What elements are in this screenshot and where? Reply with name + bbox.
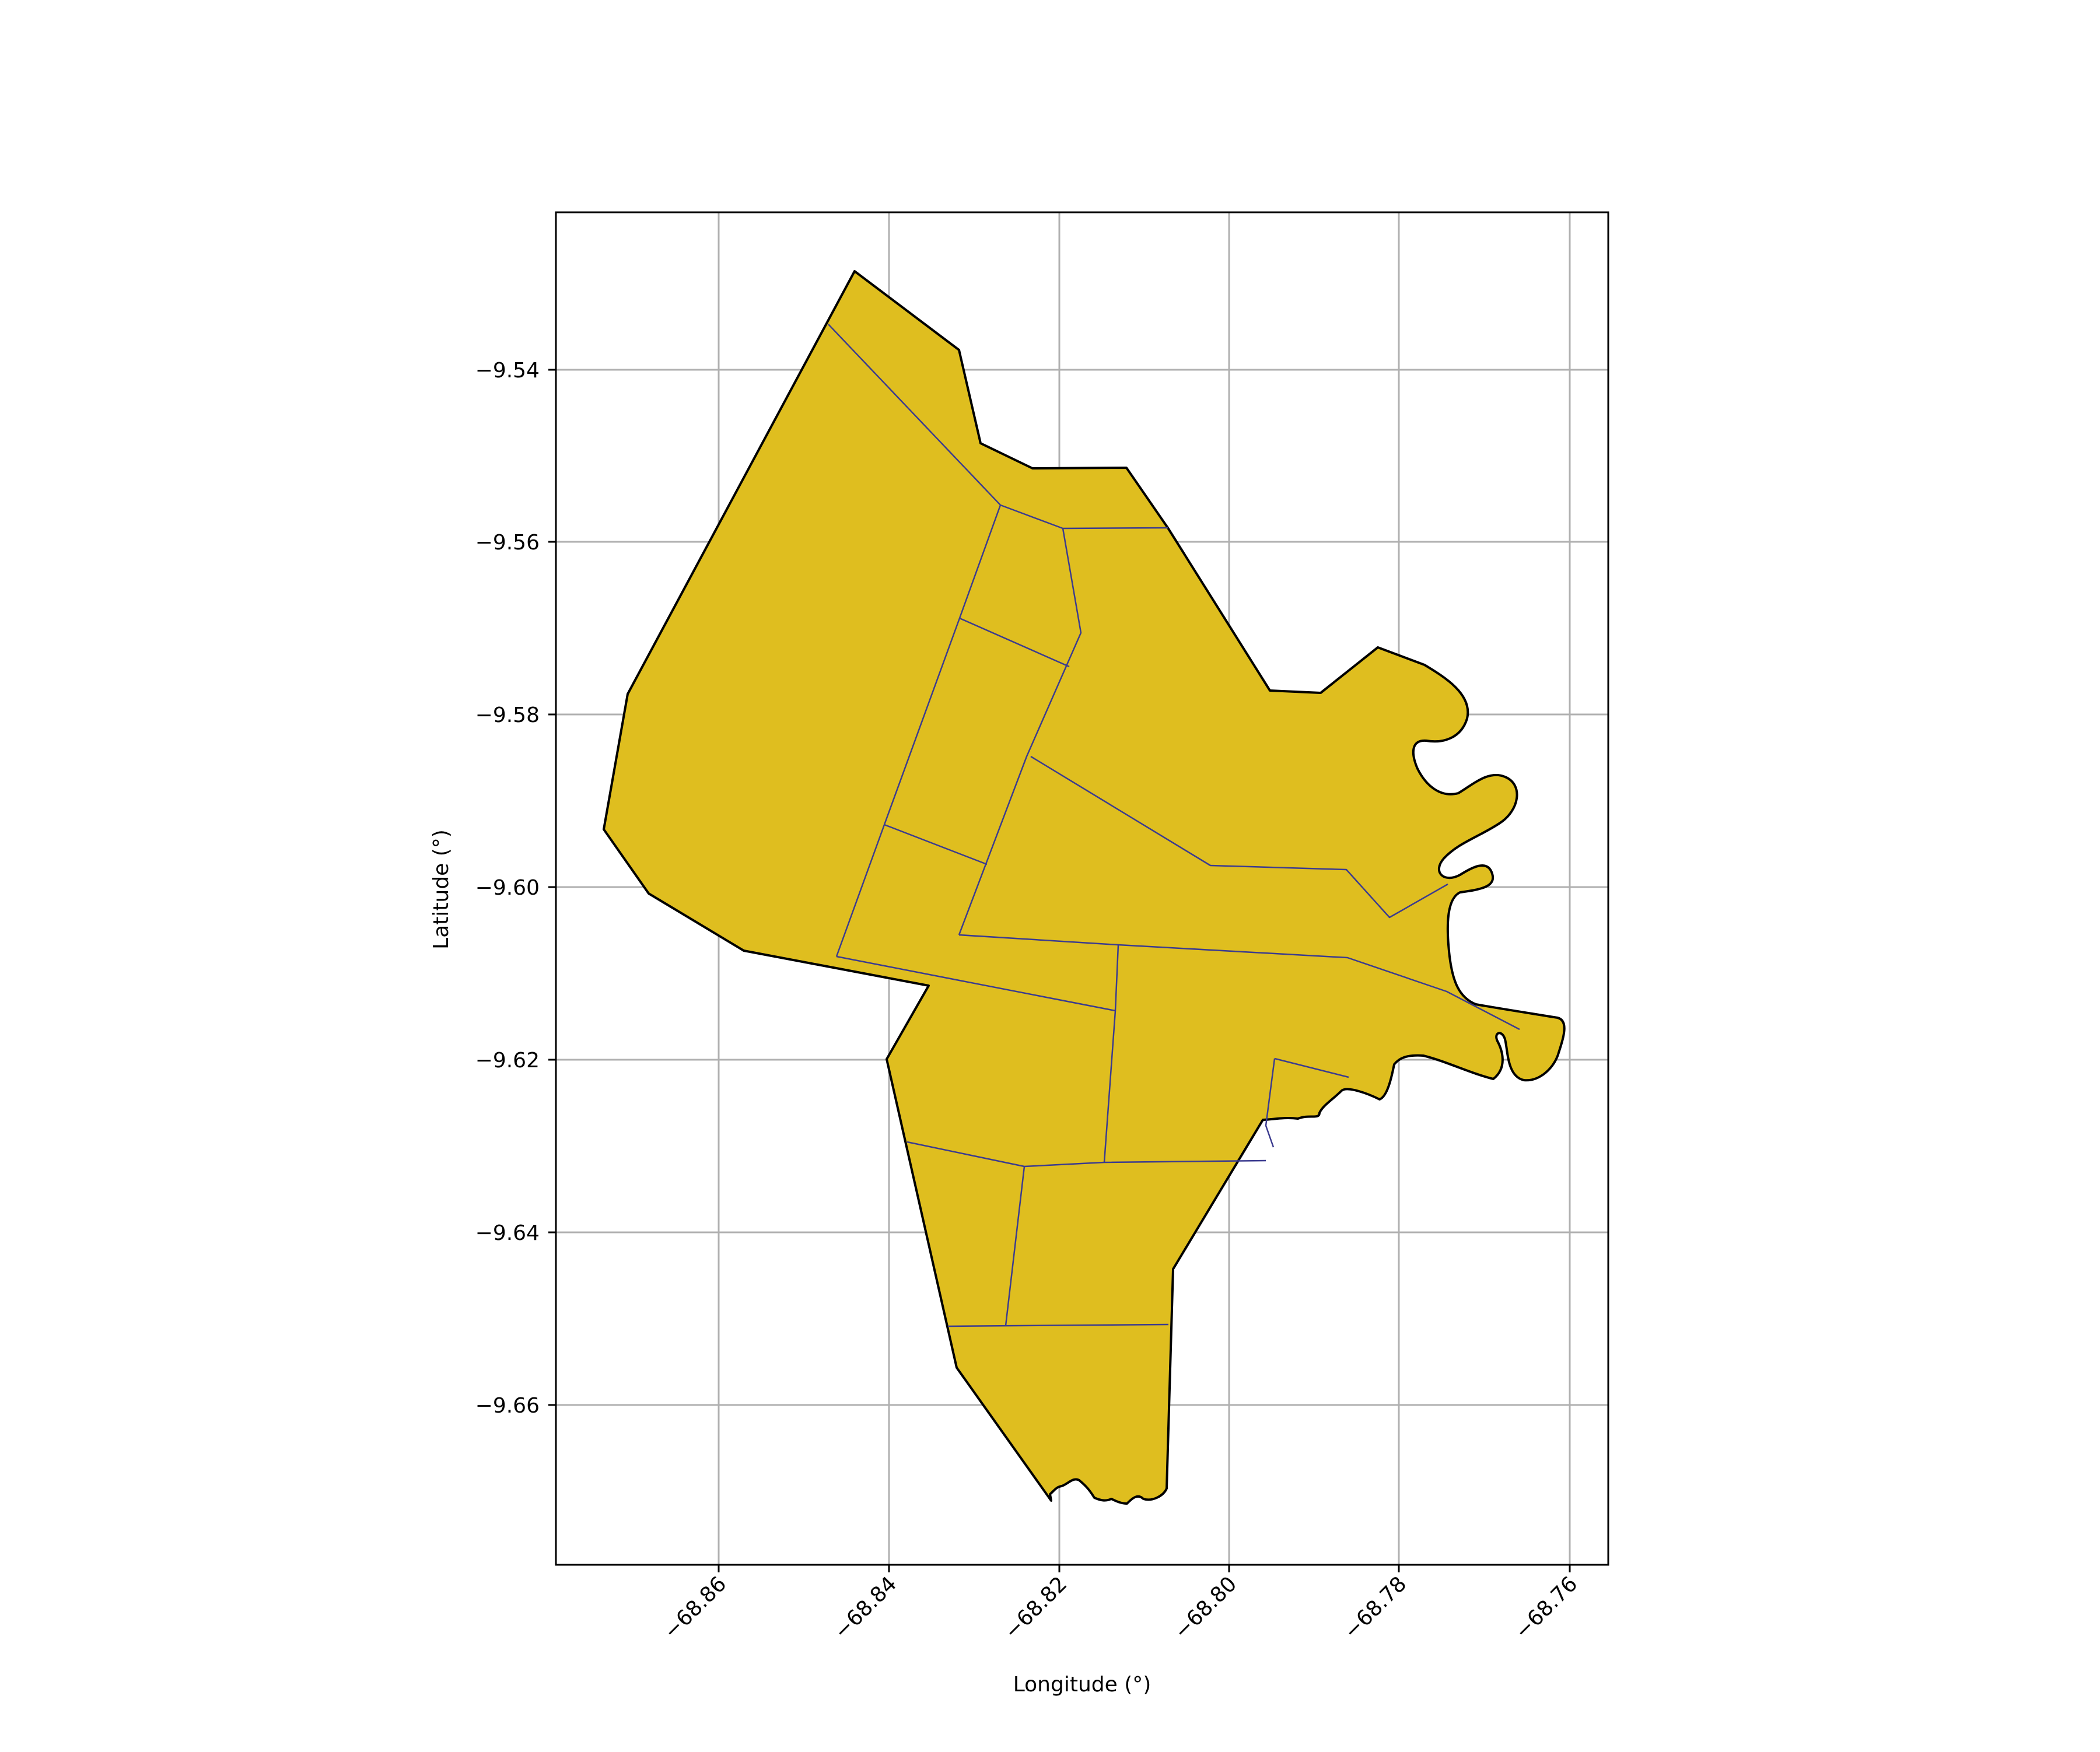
district-border-3 [958,528,1082,935]
y-tick-label: −9.64 [475,1221,540,1245]
y-tick-label: −9.62 [475,1049,540,1073]
municipality-fill [603,270,1566,1505]
y-axis-label: Latitude (°) [429,829,453,949]
axes-frame [555,211,1609,1566]
district-border-7 [958,934,1520,1031]
district-border-13 [1005,1166,1026,1326]
district-border-9 [1103,944,1119,1163]
x-tick-label: −68.80 [1170,1572,1241,1644]
x-tick-label: −68.82 [1000,1572,1072,1644]
x-tick-label: −68.76 [1510,1572,1582,1644]
municipality-region [603,270,1566,1505]
district-border-11 [1265,1058,1276,1148]
district-border-4 [959,617,1070,668]
y-tick-label: −9.60 [475,876,540,900]
x-tick-label: −68.78 [1339,1572,1411,1644]
y-tick-label: −9.66 [475,1394,540,1418]
y-tick-label: −9.58 [475,703,540,727]
district-border-14 [947,1323,1169,1327]
y-tick-label: −9.54 [475,359,540,383]
district-border-6 [1030,755,1448,919]
x-axis-label: Longitude (°) [1013,1673,1152,1697]
tick-marks [548,369,1571,1572]
district-border-5 [884,824,988,866]
x-tick-label: −68.86 [659,1572,731,1644]
y-tick-labels: −9.54 −9.56 −9.58 −9.60 −9.62 −9.64 −9.6… [475,359,540,1418]
x-tick-label: −68.84 [830,1572,901,1644]
district-border-12 [1274,1057,1349,1078]
district-border-10 [907,1141,1266,1168]
district-border-2 [835,504,1002,957]
y-tick-label: −9.56 [475,531,540,555]
district-border-1 [828,324,1168,530]
district-border-8 [836,955,1116,1012]
district-boundaries [828,324,1520,1327]
x-tick-labels: −68.86 −68.84 −68.82 −68.80 −68.78 −68.7… [659,1572,1582,1644]
